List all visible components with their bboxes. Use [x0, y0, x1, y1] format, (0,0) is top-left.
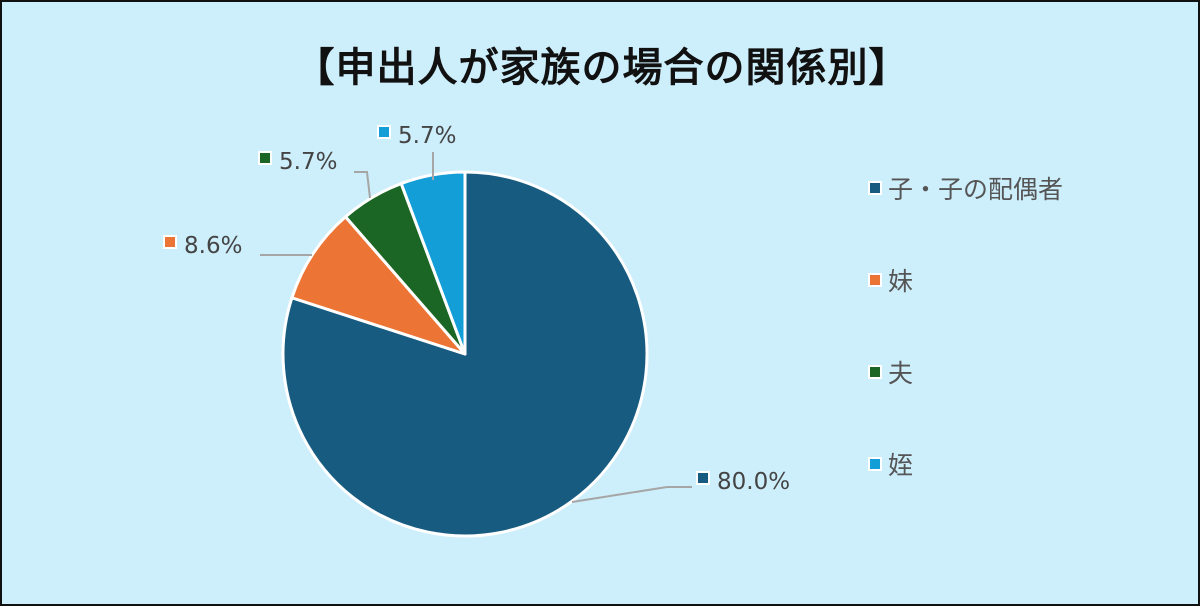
data-label-swatch-child-or-spouse [696, 471, 710, 485]
data-label-niece: 5.7% [398, 123, 456, 149]
data-label-swatch-sister [163, 235, 177, 249]
legend-item-niece: 姪 [868, 446, 913, 482]
legend-item-child-or-spouse: 子・子の配偶者 [868, 170, 1063, 206]
chart-title: 【申出人が家族の場合の関係別】 [294, 45, 910, 91]
legend-label-child-or-spouse: 子・子の配偶者 [888, 175, 1064, 204]
legend-label-niece: 姪 [888, 451, 914, 480]
data-label-swatch-husband [258, 151, 272, 165]
leader-line-husband [354, 171, 371, 199]
legend-item-husband: 夫 [868, 354, 913, 390]
data-label-swatch-niece [377, 125, 391, 139]
legend-item-sister: 妹 [868, 262, 913, 298]
legend-label-husband: 夫 [888, 359, 914, 388]
leader-line-child-or-spouse [571, 486, 692, 503]
data-label-child-or-spouse: 80.0% [717, 469, 790, 495]
pie-slice-sister [290, 215, 467, 356]
legend-label-sister: 妹 [888, 267, 914, 296]
data-label-husband: 5.7% [279, 149, 337, 175]
legend-swatch-niece [868, 457, 882, 471]
legend-swatch-husband [868, 365, 882, 379]
legend-swatch-sister [868, 273, 882, 287]
legend-swatch-child-or-spouse [868, 181, 882, 195]
data-label-sister: 8.6% [184, 233, 242, 259]
